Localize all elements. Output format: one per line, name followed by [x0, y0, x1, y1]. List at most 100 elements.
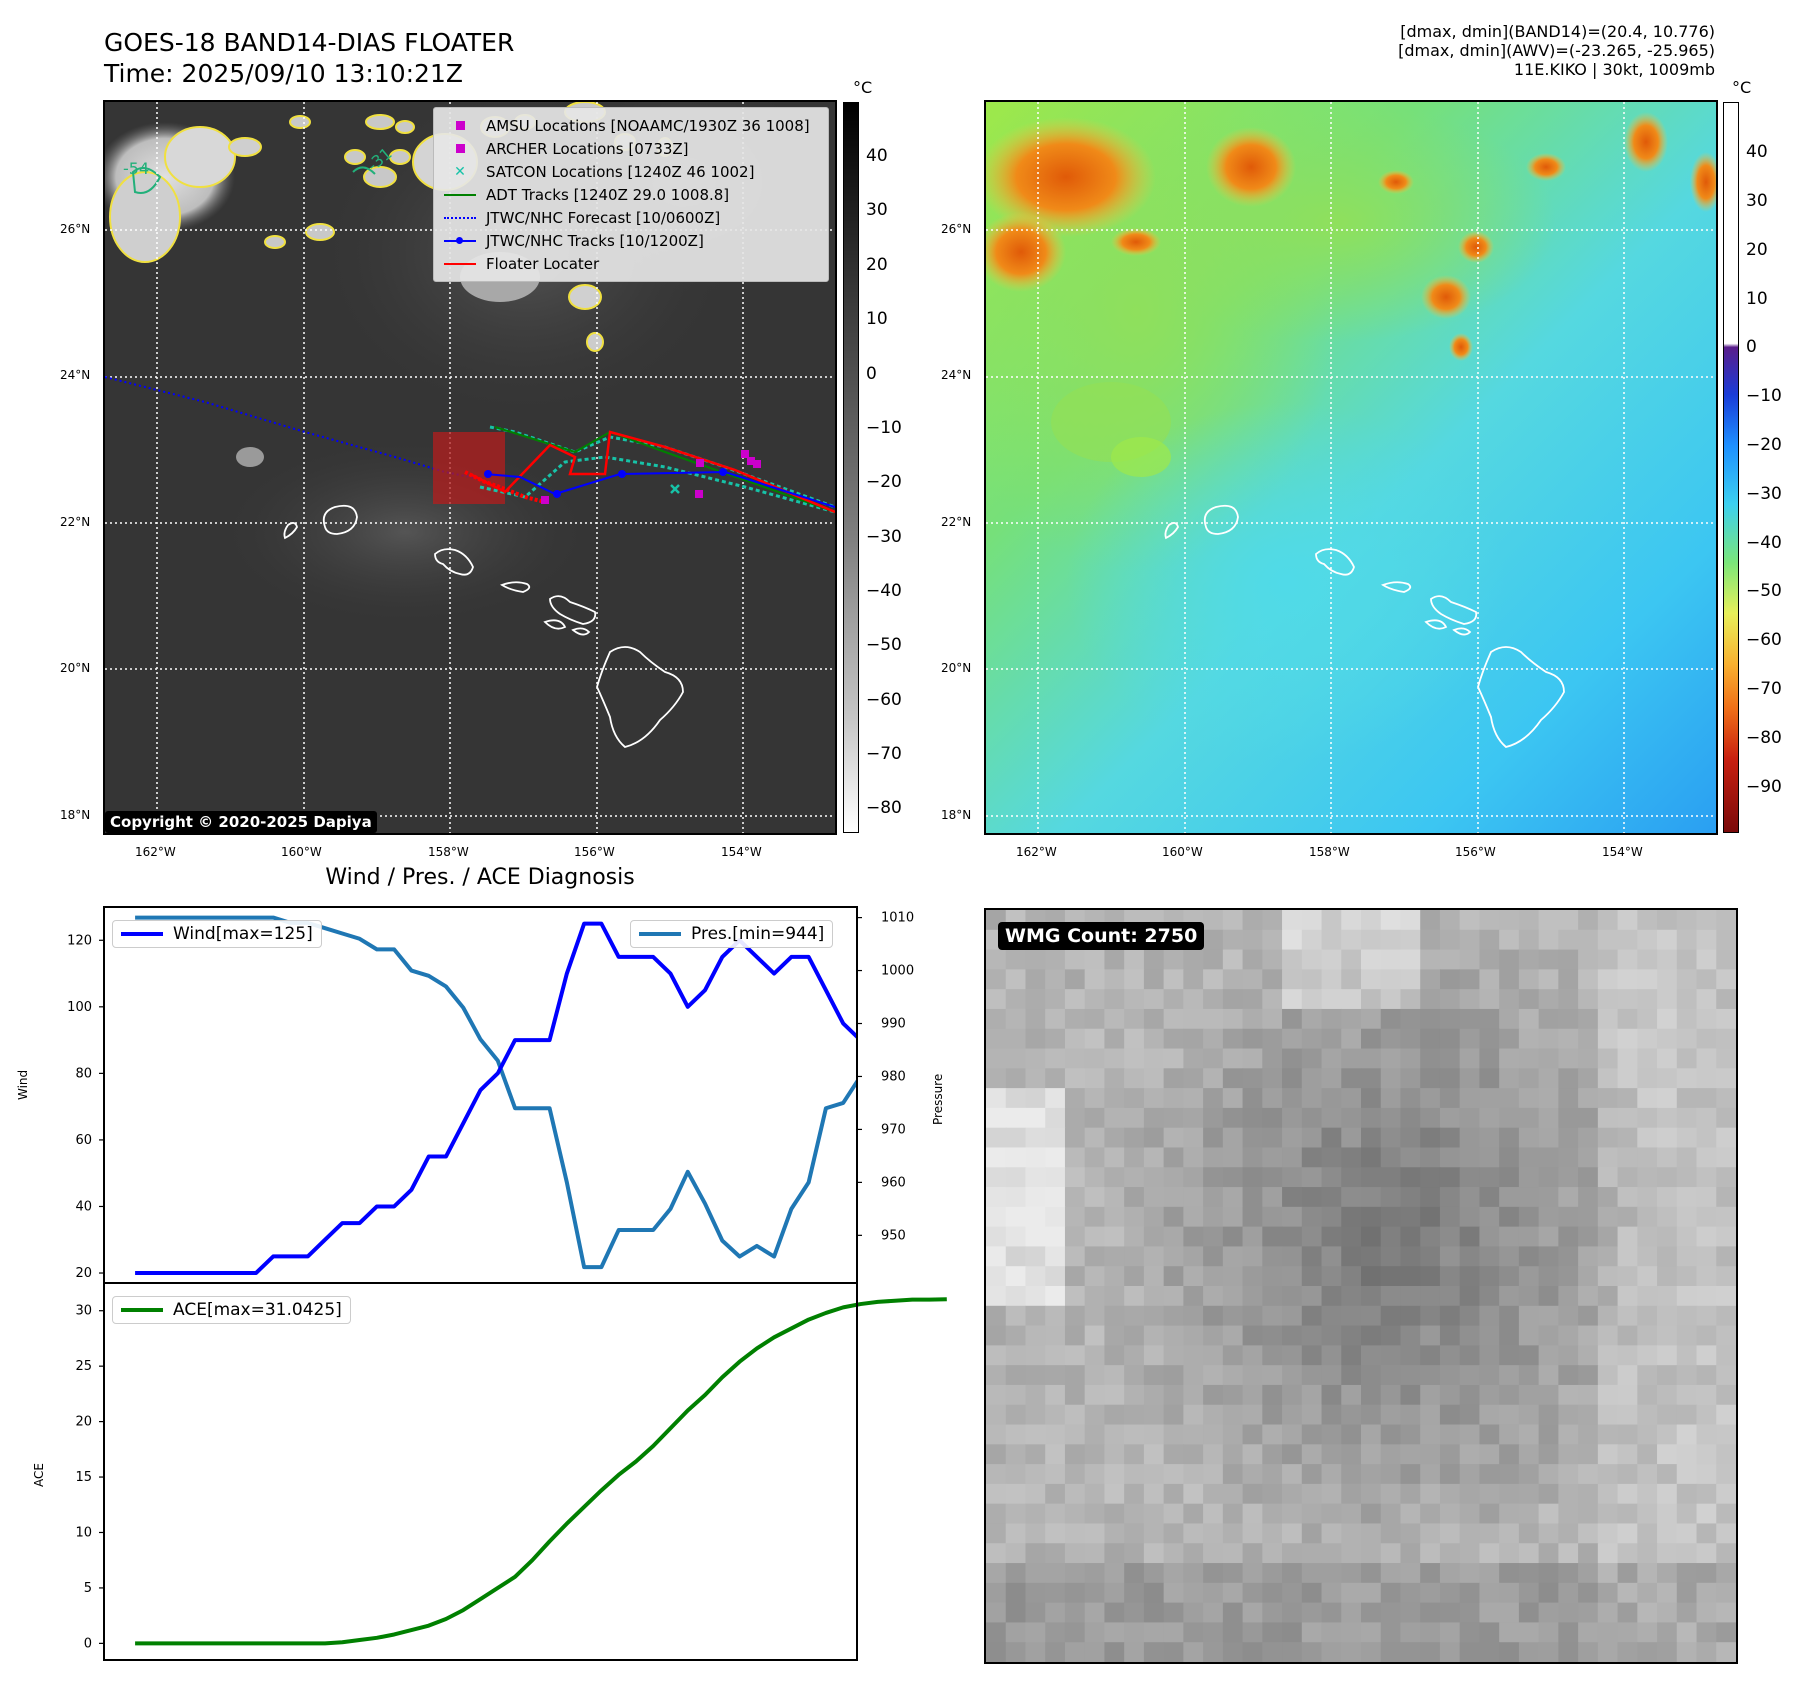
wmg-pixel [1005, 1424, 1027, 1445]
wmg-pixel [1439, 1107, 1461, 1129]
wmg-pixel [986, 1107, 1007, 1129]
wmg-pixel [1104, 1266, 1125, 1287]
wmg-pixel [1597, 1543, 1619, 1564]
wmg-pixel [1361, 949, 1382, 970]
wmg-pixel [1518, 1602, 1540, 1624]
wmg-pixel [1657, 1582, 1678, 1604]
wmg-pixel [1499, 1424, 1520, 1445]
wmg-pixel [1676, 969, 1698, 990]
wmg-pixel [1321, 1365, 1342, 1386]
wmg-pixel [1716, 1464, 1736, 1485]
wmg-pixel [1045, 1206, 1066, 1228]
wmg-pixel [1716, 1602, 1736, 1624]
wmg-pixel [1222, 1622, 1244, 1643]
wmg-pixel [1203, 1622, 1224, 1643]
wmg-pixel [1696, 1404, 1717, 1426]
wmg-pixel [1064, 1187, 1086, 1208]
wmg-pixel [1459, 1226, 1481, 1248]
wmg-pixel [1321, 1127, 1342, 1149]
wmg-pixel [1459, 1543, 1481, 1564]
wmg-pixel [1597, 1365, 1619, 1386]
wmg-pixel [1045, 1008, 1066, 1030]
wmg-pixel [1262, 1622, 1283, 1643]
wmg-pixel [1143, 1048, 1165, 1069]
wmg-pixel [1124, 1048, 1145, 1069]
wmg-pixel [1439, 949, 1461, 970]
wmg-pixel [1380, 1444, 1402, 1465]
wind-tick-label: 100 [67, 1000, 92, 1015]
wmg-pixel [1420, 1365, 1441, 1386]
wmg-pixel [1361, 910, 1382, 931]
wmg-pixel [1301, 910, 1323, 931]
wmg-pixel [1124, 989, 1145, 1010]
wmg-pixel [1005, 989, 1027, 1010]
wmg-pixel [1578, 1384, 1599, 1406]
wmg-pixel [1518, 1384, 1540, 1406]
wmg-pixel [1183, 969, 1204, 990]
wmg-pixel [1716, 1286, 1736, 1307]
wmg-pixel [1479, 1642, 1500, 1662]
wmg-pixel [1361, 969, 1382, 990]
wmg-pixel [1005, 1147, 1027, 1168]
wmg-pixel [1439, 1266, 1461, 1287]
wmg-pixel [1183, 1068, 1204, 1089]
wmg-pixel [1696, 1622, 1717, 1643]
wmg-pixel [1578, 910, 1599, 931]
wmg-pixel [1341, 1187, 1362, 1208]
wmg-pixel [1657, 1167, 1678, 1188]
wmg-pixel [1045, 1147, 1066, 1168]
wmg-pixel [1045, 1266, 1066, 1287]
wmg-pixel [1637, 1404, 1658, 1426]
wmg-pixel [1084, 1008, 1106, 1030]
wmg-pixel [1341, 1483, 1362, 1505]
wmg-pixel [1084, 1483, 1106, 1505]
wmg-pixel [986, 1127, 1007, 1149]
wmg-pixel [1222, 1424, 1244, 1445]
wmg-pixel [1341, 1582, 1362, 1604]
wmg-pixel [1025, 1523, 1046, 1544]
wmg-pixel [1420, 1444, 1441, 1465]
wmg-pixel [1163, 1008, 1184, 1030]
wmg-pixel [1321, 1206, 1342, 1228]
wmg-pixel [1084, 1266, 1106, 1287]
wmg-pixel [1301, 929, 1323, 951]
wmg-pixel [1676, 929, 1698, 951]
wmg-pixel [1361, 1187, 1382, 1208]
wmg-pixel [1420, 969, 1441, 990]
wmg-pixel [1676, 1068, 1698, 1089]
wmg-pixel [1124, 1602, 1145, 1624]
wmg-pixel [1578, 1365, 1599, 1386]
wmg-pixel [1696, 1048, 1717, 1069]
wmg-pixel [1045, 1068, 1066, 1089]
wmg-pixel [1064, 1127, 1086, 1149]
wmg-pixel [1637, 1226, 1658, 1248]
wmg-pixel [1341, 1563, 1362, 1584]
wmg-pixel [1104, 1167, 1125, 1188]
wmg-pixel [1716, 1127, 1736, 1149]
wmg-pixel [1064, 1147, 1086, 1168]
wmg-pixel [1222, 1642, 1244, 1662]
wmg-pixel [1005, 1028, 1027, 1050]
wmg-pixel [1045, 1305, 1066, 1327]
wmg-pixel [1657, 1563, 1678, 1584]
wmg-pixel [1578, 1266, 1599, 1287]
wmg-pixel [1597, 1266, 1619, 1287]
wmg-pixel [1637, 1622, 1658, 1643]
wmg-pixel [1341, 1365, 1362, 1386]
wmg-pixel [1657, 1444, 1678, 1465]
wmg-pixel [1439, 1008, 1461, 1030]
wmg-pixel [1380, 1127, 1402, 1149]
wmg-pixel [1005, 1187, 1027, 1208]
wmg-pixel [1242, 929, 1263, 951]
wmg-pixel [1400, 1563, 1421, 1584]
wmg-pixel [1676, 1266, 1698, 1287]
wmg-pixel [1143, 1543, 1165, 1564]
wmg-pixel [1163, 1483, 1184, 1505]
wmg-pixel [1696, 1226, 1717, 1248]
wmg-pixel [986, 1365, 1007, 1386]
wmg-pixel [1183, 1424, 1204, 1445]
wmg-pixel [1025, 1226, 1046, 1248]
wmg-pixel [1400, 1008, 1421, 1030]
wmg-pixel [1637, 949, 1658, 970]
wmg-pixel [1282, 1503, 1303, 1525]
